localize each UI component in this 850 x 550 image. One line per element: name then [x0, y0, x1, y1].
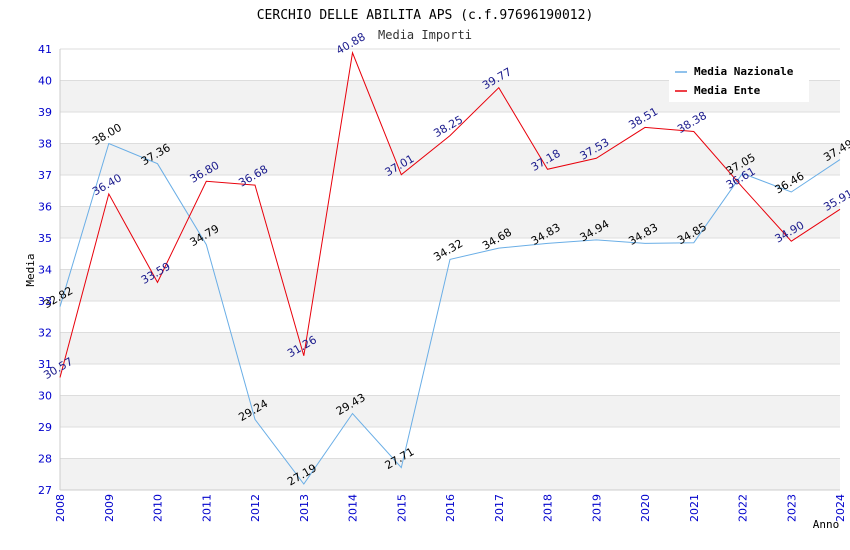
- legend: Media Nazionale Media Ente: [669, 60, 809, 102]
- series-line-media-nazionale: [59, 142, 841, 485]
- x-tick-label: 2023: [785, 494, 798, 522]
- y-tick-label: 37: [38, 169, 52, 182]
- x-tick-label: 2010: [152, 494, 165, 522]
- x-tick-label: 2011: [200, 494, 213, 522]
- x-tick-label: 2009: [103, 494, 116, 522]
- y-tick-label: 33: [38, 295, 52, 308]
- y-tick-label: 40: [38, 75, 52, 88]
- grid-band: [60, 427, 840, 459]
- y-tick-label: 32: [38, 327, 52, 340]
- x-tick-label: 2019: [590, 494, 603, 522]
- grid-band: [60, 364, 840, 396]
- x-tick-label: 2015: [395, 494, 408, 522]
- grid-band: [60, 332, 840, 364]
- series-line-media-ente: [59, 50, 841, 378]
- grid-band: [60, 269, 840, 301]
- grid-bands: [60, 48, 840, 491]
- grid-band: [60, 238, 840, 270]
- legend-label-media-ente: Media Ente: [694, 84, 761, 97]
- x-tick-label: 2017: [493, 494, 506, 522]
- series-lines: [59, 50, 841, 485]
- y-tick-label: 34: [38, 264, 52, 277]
- chart-subtitle: Media Importi: [378, 28, 472, 42]
- y-tick-label: 31: [38, 358, 52, 371]
- x-tick-label: 2020: [639, 494, 652, 522]
- x-tick-label: 2018: [542, 494, 555, 522]
- y-tick-labels: 27 28 29 30 31 32 33 34 35 36 37 38 39 40 41: [38, 43, 52, 497]
- x-tick-label: 2024: [834, 494, 847, 522]
- x-tick-label: 2021: [688, 494, 701, 522]
- grid-band: [60, 112, 840, 144]
- y-tick-label: 41: [38, 43, 52, 56]
- x-axis-label: Anno: [813, 518, 840, 531]
- x-tick-label: 2013: [298, 494, 311, 522]
- y-tick-label: 38: [38, 138, 52, 151]
- grid-band: [60, 206, 840, 238]
- x-tick-labels: 2008 2009 2010 2011 2012 2013 2014 2015 2016 2017…: [54, 494, 847, 522]
- y-tick-label: 27: [38, 484, 52, 497]
- chart-title: CERCHIO DELLE ABILITA APS (c.f.976961900…: [257, 8, 594, 23]
- legend-box: [669, 60, 809, 102]
- grid-band: [60, 143, 840, 175]
- grid-band: [60, 175, 840, 207]
- x-tick-label: 2022: [737, 494, 750, 522]
- y-tick-label: 29: [38, 421, 52, 434]
- x-tick-label: 2014: [347, 494, 360, 522]
- x-tick-label: 2012: [249, 494, 262, 522]
- legend-label-media-nazionale: Media Nazionale: [694, 65, 794, 78]
- grid-band: [60, 395, 840, 427]
- y-tick-label: 28: [38, 453, 52, 466]
- y-axis-label: Media: [24, 253, 37, 286]
- y-tick-label: 30: [38, 390, 52, 403]
- y-tick-label: 36: [38, 201, 52, 214]
- x-tick-label: 2008: [54, 494, 67, 522]
- grid-band: [60, 301, 840, 333]
- x-tick-label: 2016: [444, 494, 457, 522]
- y-tick-label: 39: [38, 106, 52, 119]
- grid-band: [60, 458, 840, 490]
- y-tick-label: 35: [38, 232, 52, 245]
